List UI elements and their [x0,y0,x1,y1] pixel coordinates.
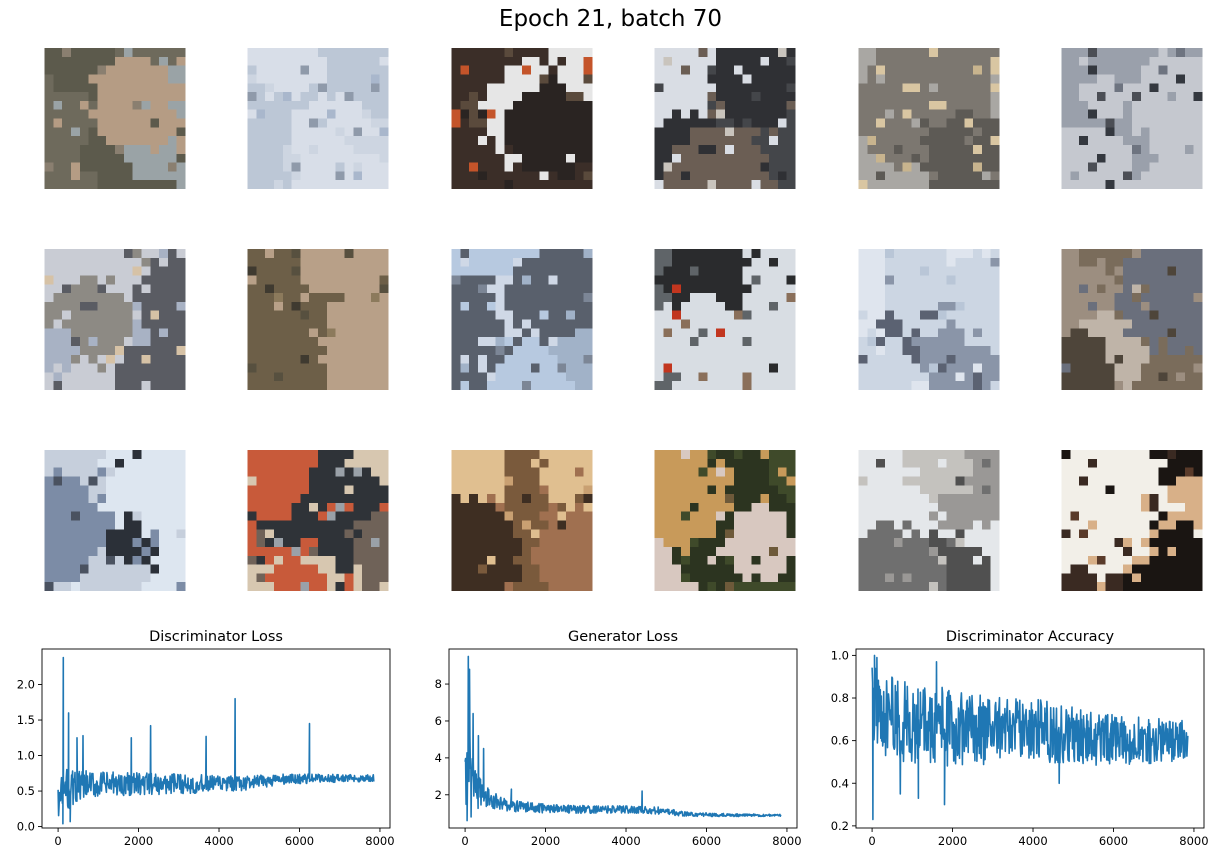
generated-sample-image [247,48,389,189]
generated-sample-image [1061,249,1203,390]
chart-title: Discriminator Loss [149,629,283,645]
series-line [464,655,782,822]
generated-sample-image [654,450,796,591]
y-tick-label: 4 [435,751,442,765]
generated-sample-image [44,48,186,189]
generated-sample-image [451,48,593,189]
y-tick-label: 6 [435,714,442,728]
y-tick-label: 1.0 [831,648,849,662]
chart-panel-generator-loss: Generator Loss 0 2000 4000 6000 8000 2 4 6 8 [407,620,802,853]
x-tick-label: 2000 [124,834,153,848]
y-tick-label: 2 [435,788,442,802]
y-tick-label: 2.0 [17,678,35,692]
y-tick-label: 0.0 [17,820,35,834]
generated-sample-image [44,249,186,390]
generated-sample-image [858,48,1000,189]
y-tick-label: 8 [435,677,442,691]
axes-frame [855,648,1205,829]
y-tick-label: 0.4 [831,776,849,790]
chart-discriminator-accuracy: Discriminator Accuracy 0 2000 4000 6000 8000 0… [831,629,1209,848]
y-tick-label: 0.6 [831,734,849,748]
series-line [57,656,375,825]
generated-sample-image [247,450,389,591]
x-tick-label: 4000 [1018,834,1047,848]
y-tick-label: 0.8 [831,691,849,705]
chart-discriminator-loss: Discriminator Loss 0 2000 4000 6000 8000 0.0 0.… [17,629,395,848]
x-tick-label: 0 [54,834,61,848]
y-tick-label: 1.5 [17,713,35,727]
generated-sample-image [1061,450,1203,591]
chart-panel-discriminator-loss: Discriminator Loss 0 2000 4000 6000 8000 0.0 0.… [0,620,395,853]
x-tick-label: 8000 [365,834,394,848]
x-tick-label: 4000 [611,834,640,848]
x-tick-label: 8000 [1179,834,1208,848]
generated-sample-image [451,249,593,390]
generated-sample-image [451,450,593,591]
y-tick-label: 1.0 [17,749,35,763]
generated-sample-image [654,249,796,390]
x-tick-label: 6000 [1099,834,1128,848]
axes-frame [448,648,798,829]
chart-title: Discriminator Accuracy [946,629,1115,645]
x-tick-label: 8000 [772,834,801,848]
chart-panel-discriminator-accuracy: Discriminator Accuracy 0 2000 4000 6000 8000 0… [814,620,1209,853]
x-tick-label: 6000 [285,834,314,848]
generated-sample-image [44,450,186,591]
generated-sample-image [247,249,389,390]
x-tick-label: 2000 [938,834,967,848]
series-line [871,654,1189,821]
y-tick-label: 0.2 [831,819,849,833]
x-tick-label: 0 [868,834,875,848]
axes-frame [41,648,391,829]
x-tick-label: 2000 [531,834,560,848]
generated-sample-image [1061,48,1203,189]
generated-sample-image [858,249,1000,390]
x-tick-label: 6000 [692,834,721,848]
chart-generator-loss: Generator Loss 0 2000 4000 6000 8000 2 4 6 8 [435,629,802,848]
chart-title: Generator Loss [568,629,678,645]
y-tick-label: 0.5 [17,784,35,798]
generated-sample-image [858,450,1000,591]
generated-sample-image [654,48,796,189]
x-tick-label: 4000 [204,834,233,848]
figure-suptitle: Epoch 21, batch 70 [498,6,723,32]
x-tick-label: 0 [461,834,468,848]
